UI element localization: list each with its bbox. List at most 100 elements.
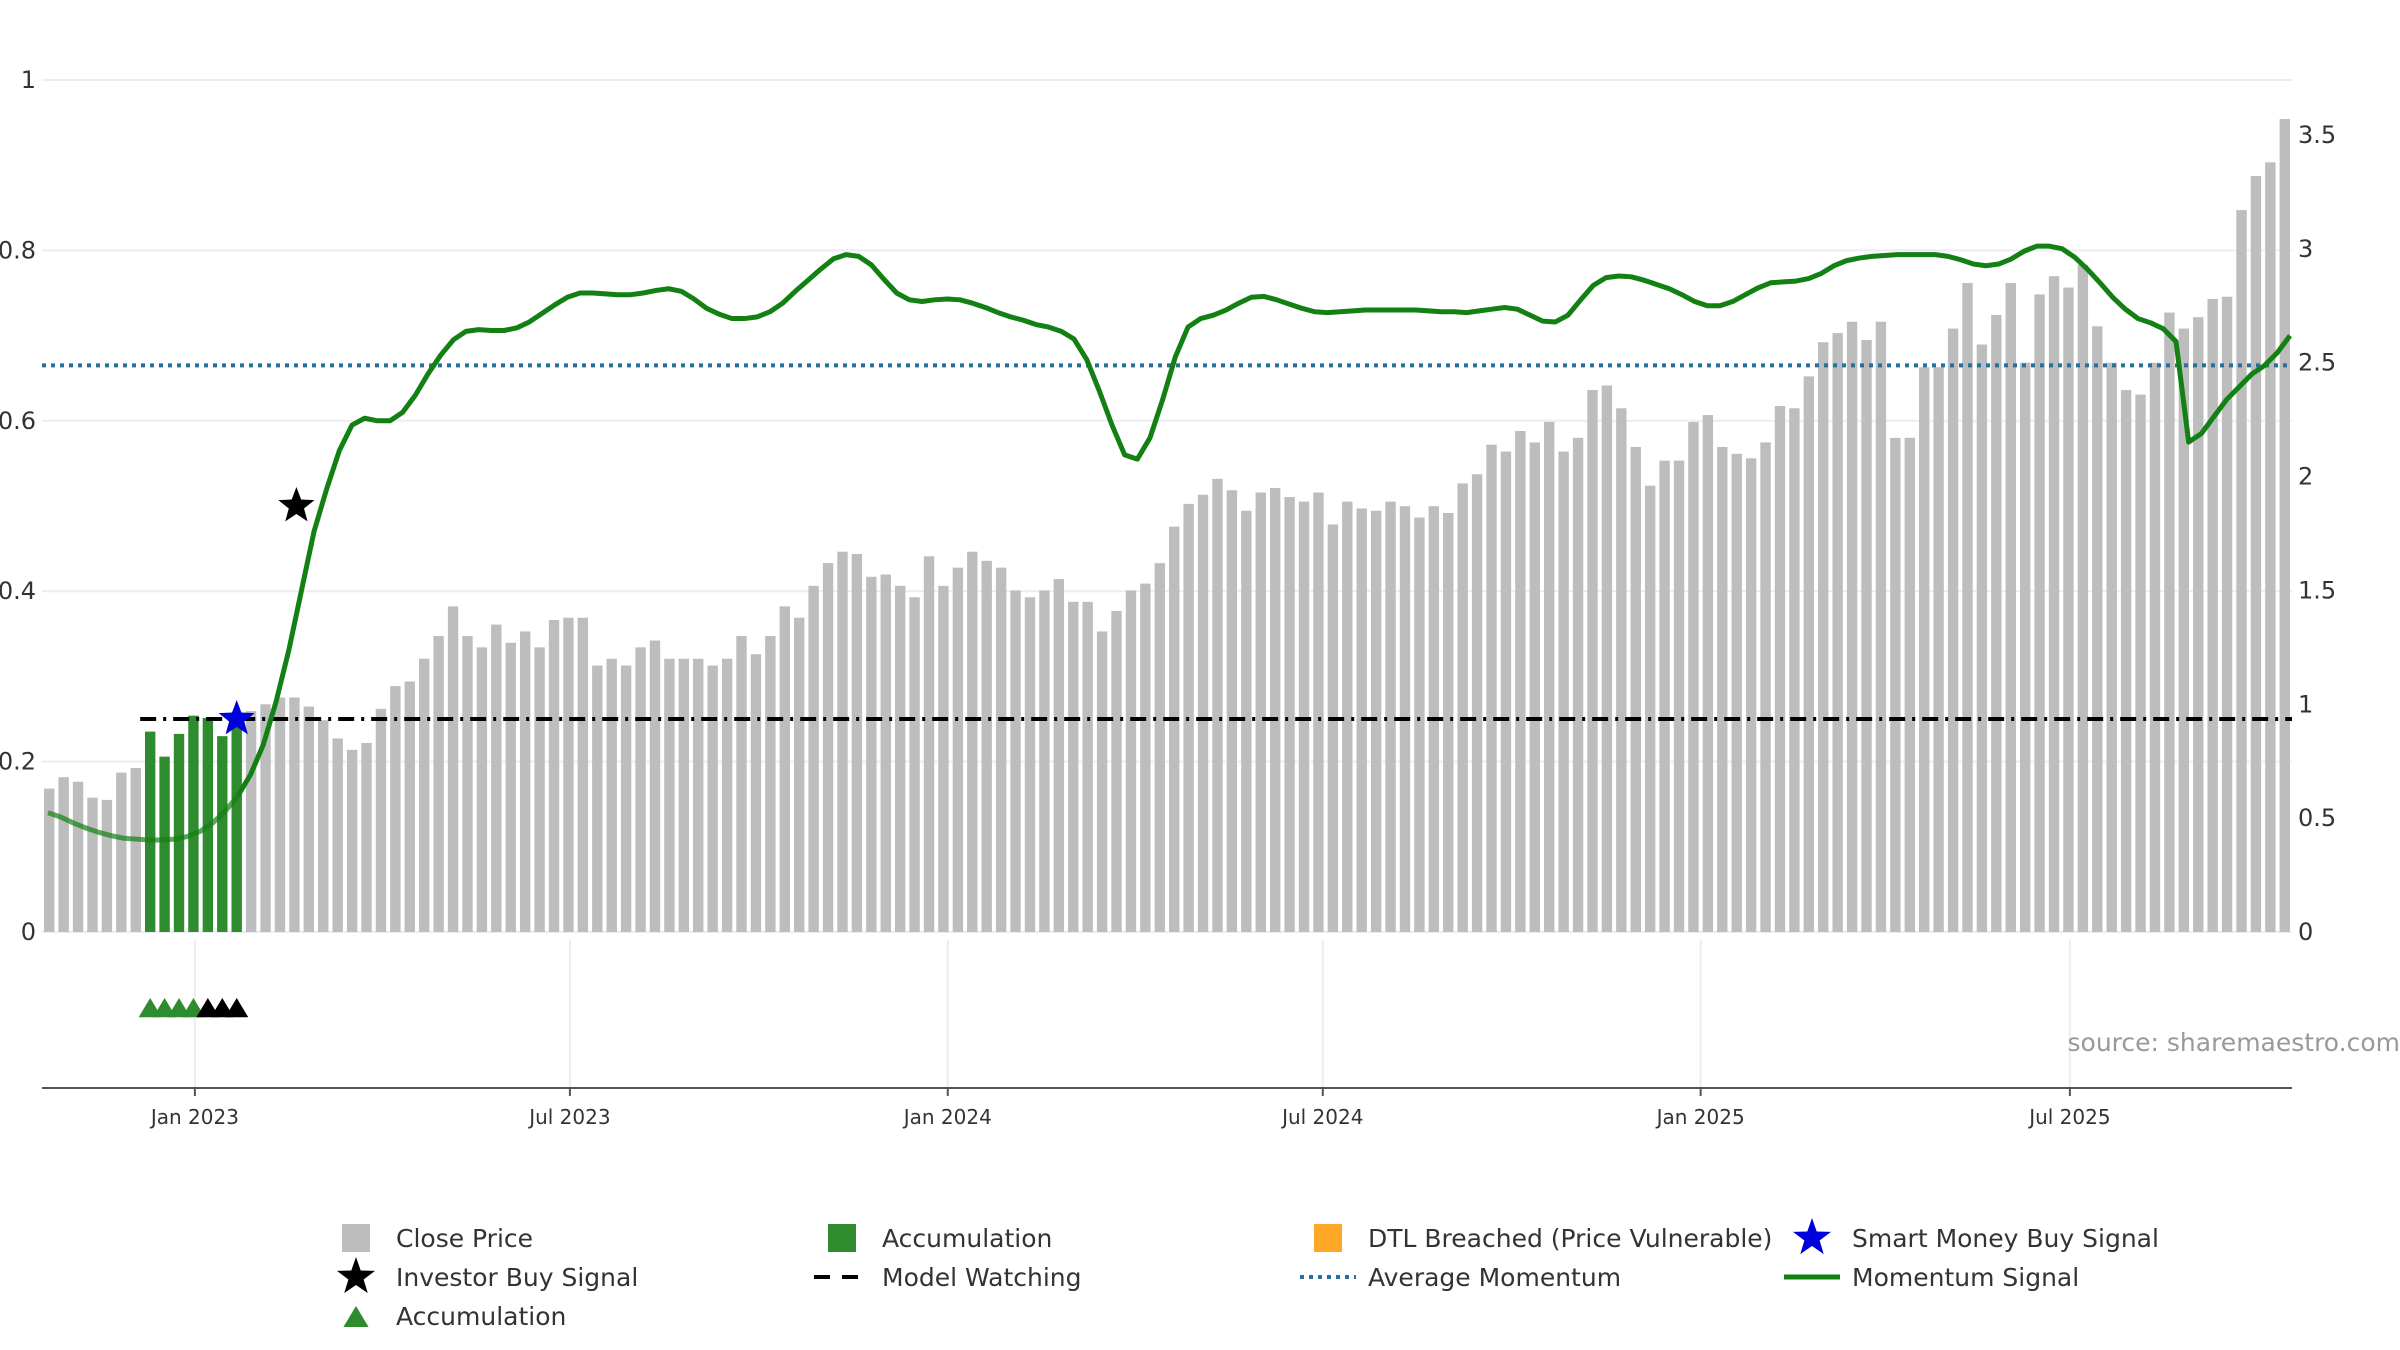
- close-price-bar: [750, 654, 762, 932]
- close-price-bar: [2120, 390, 2132, 932]
- legend-label: Average Momentum: [1368, 1263, 1621, 1292]
- close-price-bar: [2265, 162, 2276, 933]
- close-price-bar: [1875, 321, 1887, 932]
- close-price-bar: [693, 658, 704, 932]
- close-price-bar: [1255, 492, 1266, 932]
- axes: 0 0.2 0.4 0.6 0.8 1 0 0.5 1 1.5 2 2.5 3 3.5 Jan 2023 Ju…: [0, 66, 2336, 1129]
- close-price-bar: [1702, 415, 1714, 932]
- accumulation-bar: [173, 733, 185, 932]
- close-price-bar: [2178, 328, 2190, 932]
- close-price-bar: [332, 738, 343, 932]
- close-price-bar: [837, 551, 848, 932]
- close-price-bar: [1226, 490, 1238, 932]
- close-price-bar: [447, 606, 459, 932]
- y-right-tick-label: 0: [2298, 918, 2313, 946]
- accumulation-bar: [159, 756, 170, 932]
- legend-label: Accumulation: [882, 1224, 1052, 1253]
- close-price-bar: [1024, 597, 1036, 932]
- close-price-bar: [1803, 376, 1815, 932]
- legend-swatch-dtl-breached: [1314, 1224, 1342, 1252]
- close-price-bar: [664, 658, 675, 932]
- close-price-bar: [1313, 492, 1324, 932]
- close-price-bar: [1962, 283, 1973, 932]
- close-price-bar: [2048, 276, 2060, 932]
- close-price-bar: [1544, 421, 1555, 932]
- close-price-bar: [981, 560, 992, 932]
- legend-swatch-accumulation-triangle: [343, 1306, 369, 1327]
- close-price-bar: [1991, 314, 2002, 932]
- x-tick-label: Jul 2023: [527, 1105, 610, 1129]
- close-price-bar: [1212, 478, 1223, 932]
- close-price-bar: [1529, 442, 1540, 932]
- close-price-bar: [2106, 362, 2117, 932]
- signal-triangle: [225, 998, 249, 1018]
- close-price-bar: [1010, 590, 1021, 932]
- close-price-bar: [1644, 485, 1656, 932]
- close-price-bar: [505, 642, 516, 932]
- close-price-bar: [72, 781, 84, 932]
- close-price-bar: [577, 617, 589, 932]
- close-price-bar: [433, 635, 444, 932]
- momentum-signal-line-early: [47, 794, 240, 843]
- signal-markers: [138, 487, 315, 1018]
- source-label: source: sharemaestro.com: [2068, 1028, 2400, 1057]
- close-price-bar: [765, 635, 776, 932]
- accumulation-bar: [217, 736, 228, 932]
- close-price-bar: [2250, 175, 2262, 932]
- close-price-bar: [923, 556, 935, 932]
- legend-label: Smart Money Buy Signal: [1852, 1224, 2159, 1253]
- close-price-bar: [736, 635, 747, 932]
- y-left-tick-label: 1: [21, 66, 36, 94]
- close-price-bar: [1241, 510, 1252, 932]
- close-price-bar: [1558, 451, 1569, 932]
- legend-label: Close Price: [396, 1224, 533, 1253]
- y-left-tick-label: 0.6: [0, 407, 36, 435]
- close-price-bar: [476, 647, 488, 932]
- close-price-bar: [952, 567, 964, 932]
- y-right-tick-label: 1.5: [2298, 576, 2336, 604]
- close-price-bar: [2279, 119, 2290, 932]
- close-price-bar: [289, 697, 300, 932]
- gridlines: [42, 79, 2292, 1090]
- close-price-bar: [894, 585, 906, 932]
- close-price-bar: [1370, 510, 1382, 932]
- close-price-bar: [995, 567, 1007, 932]
- close-price-bar: [548, 620, 560, 932]
- close-price-bar: [721, 658, 733, 932]
- close-price-bar: [390, 686, 401, 932]
- close-price-bar: [1342, 501, 1353, 932]
- close-price-bar: [534, 647, 545, 932]
- close-price-bar: [1284, 497, 1295, 932]
- y-right-tick-label: 2: [2298, 463, 2313, 491]
- x-tick-label: Jul 2024: [1280, 1105, 1363, 1129]
- legend: Close Price Accumulation DTL Breached (Pri…: [336, 1218, 2159, 1331]
- y-right-tick-label: 0.5: [2298, 804, 2336, 832]
- close-price-bar: [2221, 296, 2233, 933]
- legend-swatch-investor-star: [336, 1257, 376, 1294]
- close-price-bar: [1298, 501, 1310, 932]
- close-price-bar: [1414, 517, 1425, 932]
- close-price-bar: [44, 788, 55, 932]
- close-price-bar: [462, 635, 473, 932]
- close-price-bar: [2135, 394, 2146, 932]
- close-price-bar: [1673, 460, 1685, 932]
- close-price-bar: [1500, 451, 1512, 932]
- legend-label: Momentum Signal: [1852, 1263, 2079, 1292]
- legend-swatch-smart-money-star: [1792, 1218, 1832, 1255]
- close-price-bar: [1169, 526, 1180, 932]
- close-price-bar: [1861, 339, 1872, 932]
- close-price-bar: [2207, 298, 2218, 932]
- y-right-tick-label: 3.5: [2298, 121, 2336, 149]
- close-price-bar: [2005, 283, 2016, 932]
- close-price-bar: [1068, 601, 1079, 932]
- close-price-bar: [880, 574, 891, 932]
- close-price-bar: [1659, 460, 1670, 932]
- legend-label: Model Watching: [882, 1263, 1082, 1292]
- smart-money-buy-signal-star: [218, 700, 255, 735]
- close-price-bar: [260, 704, 271, 932]
- x-tick-label: Jan 2025: [1655, 1105, 1745, 1129]
- y-left-tick-label: 0.2: [0, 748, 36, 776]
- close-price-bar: [1947, 328, 1959, 932]
- x-tick-label: Jan 2023: [149, 1105, 239, 1129]
